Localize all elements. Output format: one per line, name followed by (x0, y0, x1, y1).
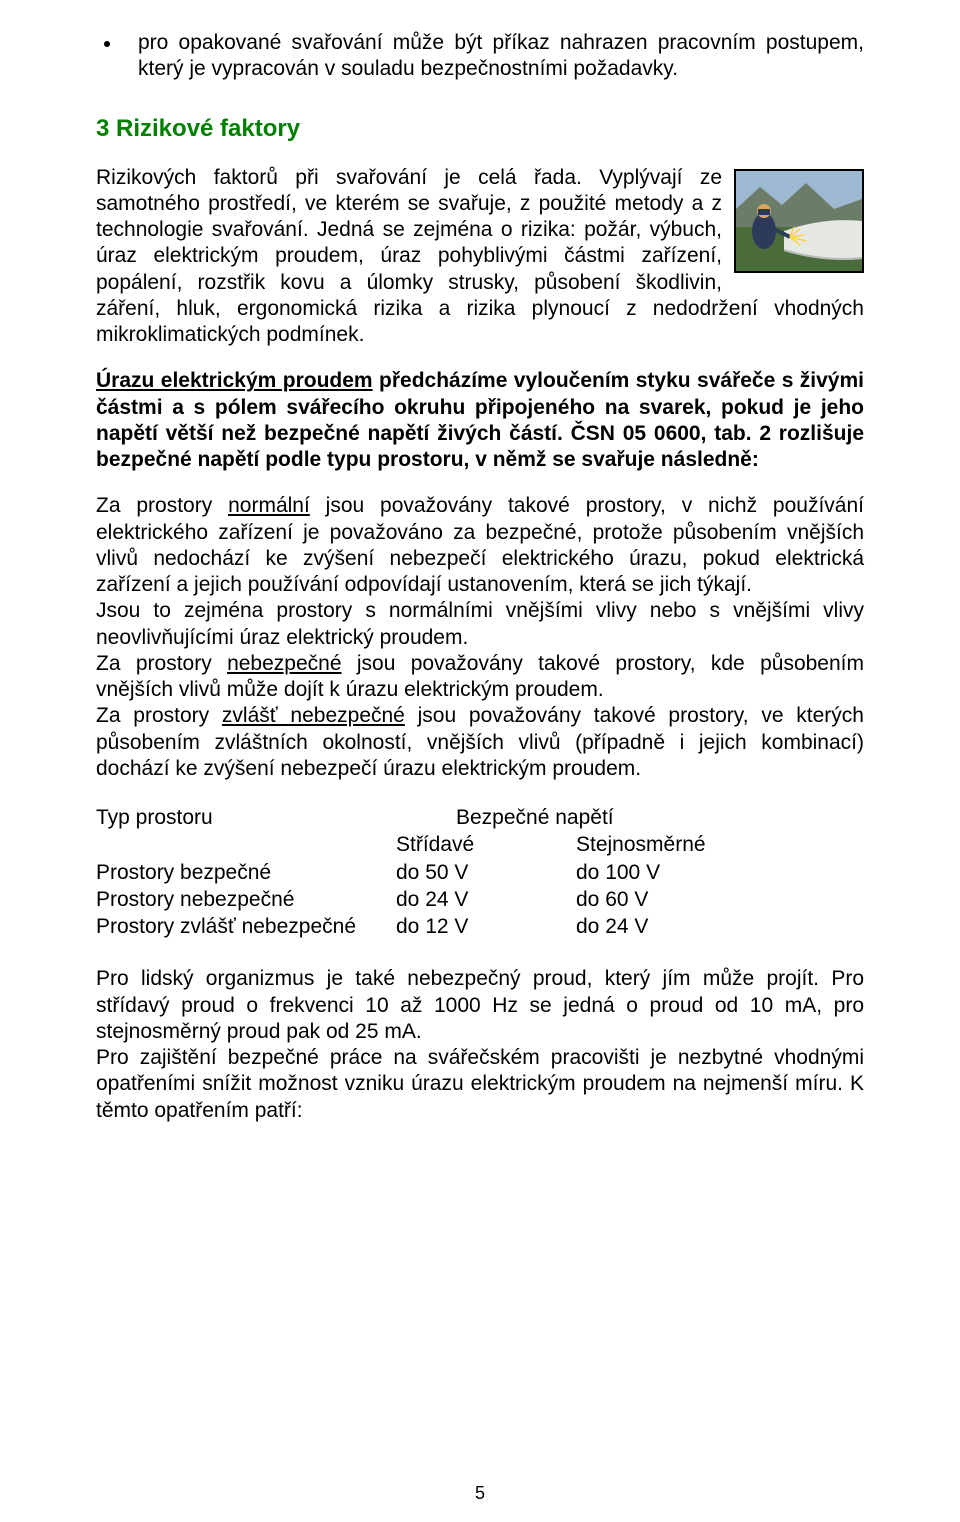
text: Za prostory (96, 494, 228, 517)
table-header-cell: Střídavé (396, 831, 576, 858)
paragraph-current-danger: Pro lidský organizmus je také nebezpečný… (96, 966, 864, 1045)
table-cell: do 50 V (396, 859, 576, 886)
table-cell-empty (96, 831, 396, 858)
welder-illustration (734, 169, 864, 273)
table-cell: Prostory bezpečné (96, 859, 396, 886)
underlined-term: Úrazu elektrickým proudem (96, 369, 373, 392)
table-header-row-1: Typ prostoru Bezpečné napětí (96, 804, 864, 831)
paragraph-dangerous-spaces: Za prostory nebezpečné jsou považovány t… (96, 651, 864, 704)
voltage-table: Typ prostoru Bezpečné napětí Střídavé St… (96, 804, 864, 940)
bullet-text: pro opakované svařování může být příkaz … (138, 30, 864, 83)
table-cell: do 60 V (576, 886, 756, 913)
welder-icon (734, 169, 864, 273)
section-heading: 3 Rizikové faktory (96, 115, 864, 143)
table-header-cell: Bezpečné napětí (396, 804, 614, 831)
table-cell: Prostory zvlášť nebezpečné (96, 913, 396, 940)
page-number: 5 (0, 1483, 960, 1504)
table-row: Prostory bezpečné do 50 V do 100 V (96, 859, 864, 886)
table-cell: do 24 V (576, 913, 756, 940)
underlined-term: normální (228, 494, 310, 517)
document-page: pro opakované svařování může být příkaz … (0, 0, 960, 1522)
paragraph-especially-dangerous: Za prostory zvlášť nebezpečné jsou považ… (96, 703, 864, 782)
underlined-term: zvlášť nebezpečné (222, 704, 405, 727)
paragraph-measures: Pro zajištění bezpečné práce na svářečsk… (96, 1045, 864, 1124)
underlined-term: nebezpečné (227, 652, 341, 675)
table-cell: do 12 V (396, 913, 576, 940)
text: Za prostory (96, 652, 227, 675)
table-header-cell: Stejnosměrné (576, 831, 756, 858)
paragraph-normal-spaces: Za prostory normální jsou považovány tak… (96, 493, 864, 598)
text: Za prostory (96, 704, 222, 727)
table-row: Prostory nebezpečné do 24 V do 60 V (96, 886, 864, 913)
bullet-marker (104, 41, 110, 47)
paragraph-normal-spaces-cont: Jsou to zejména prostory s normálními vn… (96, 598, 864, 651)
table-header-cell: Typ prostoru (96, 804, 396, 831)
table-cell: do 24 V (396, 886, 576, 913)
paragraph-electric-shock: Úrazu elektrickým proudem předcházíme vy… (96, 368, 864, 473)
table-row: Prostory zvlášť nebezpečné do 12 V do 24… (96, 913, 864, 940)
table-cell: do 100 V (576, 859, 756, 886)
bullet-item: pro opakované svařování může být příkaz … (96, 30, 864, 83)
table-header-row-2: Střídavé Stejnosměrné (96, 831, 864, 858)
table-cell: Prostory nebezpečné (96, 886, 396, 913)
